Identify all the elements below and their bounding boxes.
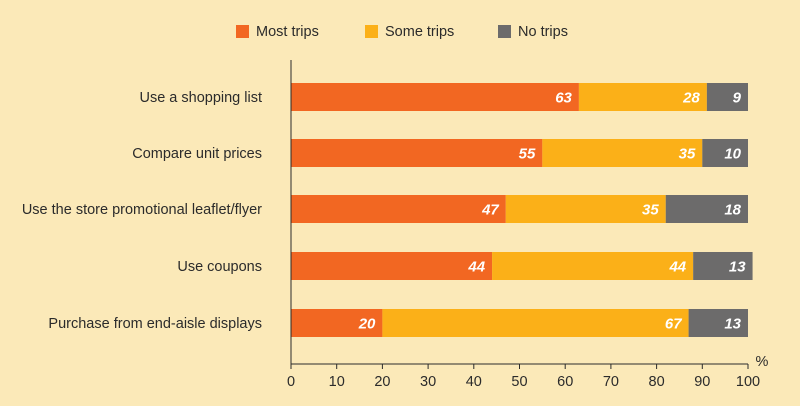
- legend-label: Some trips: [385, 24, 454, 40]
- category-label: Use the store promotional leaflet/flyer: [22, 202, 262, 218]
- legend-swatch: [236, 25, 249, 38]
- x-tick-label: 20: [374, 374, 390, 390]
- data-label: 47: [481, 202, 499, 219]
- bar-segment: [291, 252, 493, 280]
- legend-label: Most trips: [256, 24, 319, 40]
- bar-segment: [291, 83, 579, 111]
- bar-segment: [578, 83, 707, 111]
- legend: Most trips Some trips No trips: [236, 24, 568, 40]
- bar-segment: [693, 252, 753, 280]
- data-label: 9: [733, 90, 742, 107]
- bar-segment: [665, 195, 748, 223]
- legend-swatch: [365, 25, 378, 38]
- bar-segment: [702, 139, 748, 167]
- data-label: 67: [665, 316, 682, 333]
- x-tick-label: 90: [694, 374, 710, 390]
- data-label: 55: [519, 146, 536, 163]
- bar-segment: [382, 309, 689, 337]
- x-tick-label: 50: [511, 374, 527, 390]
- x-unit-label: %: [756, 354, 769, 370]
- x-tick-label: 30: [420, 374, 436, 390]
- x-tick-label: 40: [466, 374, 482, 390]
- legend-label: No trips: [518, 24, 568, 40]
- data-label: 18: [724, 202, 741, 219]
- x-tick-label: 100: [736, 374, 760, 390]
- bars: 63 28 9 Use a shopping list 55 35 10 Compare un…: [22, 83, 753, 337]
- bar-segment: [291, 139, 543, 167]
- bar-segment: [492, 252, 694, 280]
- data-label: 35: [679, 146, 696, 163]
- data-label: 28: [682, 90, 700, 107]
- category-label: Use coupons: [177, 259, 262, 275]
- x-tick-label: 0: [287, 374, 295, 390]
- x-tick-label: 70: [603, 374, 619, 390]
- data-label: 44: [467, 259, 485, 276]
- bar-segment: [505, 195, 666, 223]
- category-label: Compare unit prices: [132, 146, 262, 162]
- bar-segment: [542, 139, 703, 167]
- data-label: 44: [668, 259, 686, 276]
- axes: 0 10 20 30 40 50 60 70 80 90 100%: [287, 60, 769, 390]
- x-tick-label: 80: [649, 374, 665, 390]
- data-label: 20: [358, 316, 376, 333]
- data-label: 13: [729, 259, 746, 276]
- bar-segment: [291, 309, 383, 337]
- x-tick-label: 10: [329, 374, 345, 390]
- data-label: 35: [642, 202, 659, 219]
- data-label: 13: [724, 316, 741, 333]
- bar-segment: [706, 83, 748, 111]
- legend-swatch: [498, 25, 511, 38]
- category-label: Use a shopping list: [139, 90, 262, 106]
- bar-segment: [291, 195, 506, 223]
- data-label: 63: [555, 90, 572, 107]
- data-label: 10: [724, 146, 741, 163]
- bar-segment: [688, 309, 748, 337]
- category-label: Purchase from end-aisle displays: [48, 316, 262, 332]
- x-tick-label: 60: [557, 374, 573, 390]
